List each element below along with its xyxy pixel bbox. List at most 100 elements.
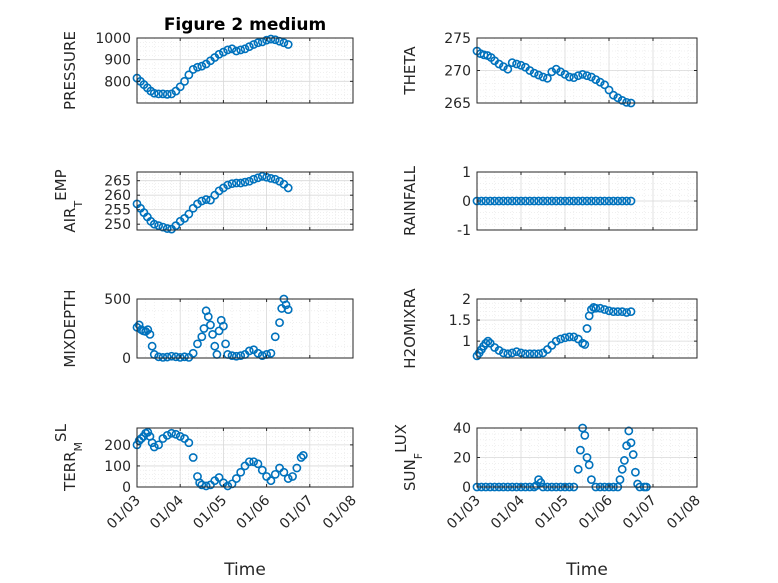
data-point: [494, 346, 504, 355]
y-axis-label-main: TERR: [61, 451, 79, 492]
data-point: [547, 67, 557, 77]
y-axis-label: AIRTEMP: [52, 169, 85, 232]
data-point: [569, 196, 579, 206]
data-point: [534, 196, 543, 206]
data-point: [266, 173, 276, 183]
data-point: [283, 40, 293, 49]
axes-frame: [476, 298, 698, 359]
data-point: [617, 196, 627, 206]
data-point: [298, 450, 308, 460]
data-point: [626, 307, 636, 317]
data-point: [626, 196, 636, 206]
y-tick-label: 260: [104, 188, 131, 204]
x-tick-label: 01/05: [532, 493, 572, 533]
data-point: [582, 324, 592, 333]
data-point: [206, 320, 215, 330]
data-point: [236, 351, 246, 361]
data-point: [197, 480, 207, 490]
data-point: [525, 196, 535, 206]
subplot-2: 265 270 275 THETA: [401, 31, 698, 112]
data-point: [622, 97, 631, 107]
data-point: [270, 35, 280, 45]
axes-frame: [136, 171, 354, 231]
y-tick-label: 0: [462, 194, 471, 210]
data-point: [609, 307, 618, 317]
data-point: [600, 80, 609, 90]
data-point: [236, 178, 246, 188]
data-point: [208, 329, 217, 339]
data-point: [149, 88, 159, 98]
data-point: [145, 329, 155, 339]
x-tick-label: 01/06: [576, 492, 616, 532]
data-point: [591, 196, 601, 206]
data-point: [485, 196, 495, 206]
data-point: [193, 62, 202, 72]
data-point: [587, 305, 596, 314]
data-point: [613, 196, 623, 206]
data-point: [556, 196, 565, 206]
data-point: [154, 352, 163, 362]
data-point: [171, 429, 181, 439]
data-point: [624, 426, 634, 436]
data-point: [551, 336, 561, 346]
x-axis-label: Time: [223, 560, 266, 580]
data-point: [236, 45, 246, 55]
y-tick-label: 0: [462, 480, 471, 496]
data-point: [578, 70, 587, 79]
data-point: [240, 177, 250, 187]
data-point: [253, 348, 263, 358]
y-tick-label: 265: [104, 174, 131, 190]
data-point: [573, 464, 583, 474]
y-tick-label: 255: [104, 203, 131, 219]
data-point: [613, 93, 623, 103]
data-point: [512, 196, 521, 206]
data-point: [483, 336, 493, 346]
data-point: [622, 308, 631, 317]
data-point: [626, 438, 636, 448]
y-tick-label: 900: [104, 53, 131, 69]
data-point: [188, 348, 198, 358]
data-point: [158, 353, 168, 362]
data-point: [249, 40, 259, 49]
data-point: [503, 349, 513, 359]
data-point: [620, 456, 629, 465]
data-point: [158, 89, 168, 99]
data-point: [565, 72, 574, 82]
data-point: [512, 347, 521, 357]
data-point: [521, 196, 530, 206]
data-point: [521, 349, 530, 359]
y-axis-label-main: THETA: [401, 46, 419, 96]
y-axis-label: SUNFLUX: [392, 424, 425, 491]
data-point: [494, 59, 504, 69]
data-point: [283, 305, 293, 315]
data-point: [587, 196, 596, 206]
data-point: [154, 221, 163, 231]
data-point: [279, 467, 289, 477]
axes-background: [137, 299, 353, 358]
x-tick-label: 01/05: [190, 493, 230, 533]
y-tick-label: 500: [104, 292, 131, 308]
data-point: [270, 469, 280, 479]
data-point: [292, 463, 302, 473]
data-point: [534, 349, 543, 359]
data-point: [604, 85, 614, 95]
data-point: [266, 348, 276, 358]
data-point: [167, 351, 176, 361]
data-point: [244, 42, 254, 52]
data-point: [617, 96, 627, 105]
subplot-7: 0 100 200 01/03 01/04 01/05 01/06 01/07 01/08 TER…: [52, 423, 360, 580]
axes-frame: [136, 427, 354, 488]
y-tick-label: 2: [462, 292, 471, 308]
data-point: [162, 224, 172, 233]
y-tick-label: 200: [104, 438, 131, 454]
data-point: [595, 196, 605, 206]
data-point: [244, 457, 254, 467]
x-tick-label: 01/04: [488, 492, 528, 532]
data-point: [279, 38, 289, 48]
x-tick-label: 01/07: [277, 493, 317, 533]
data-point: [227, 351, 237, 361]
data-point: [154, 89, 163, 99]
data-point: [516, 60, 526, 70]
y-axis-label: MIXDEPTH: [61, 289, 79, 367]
chart-title: Figure 2 medium: [164, 15, 326, 35]
